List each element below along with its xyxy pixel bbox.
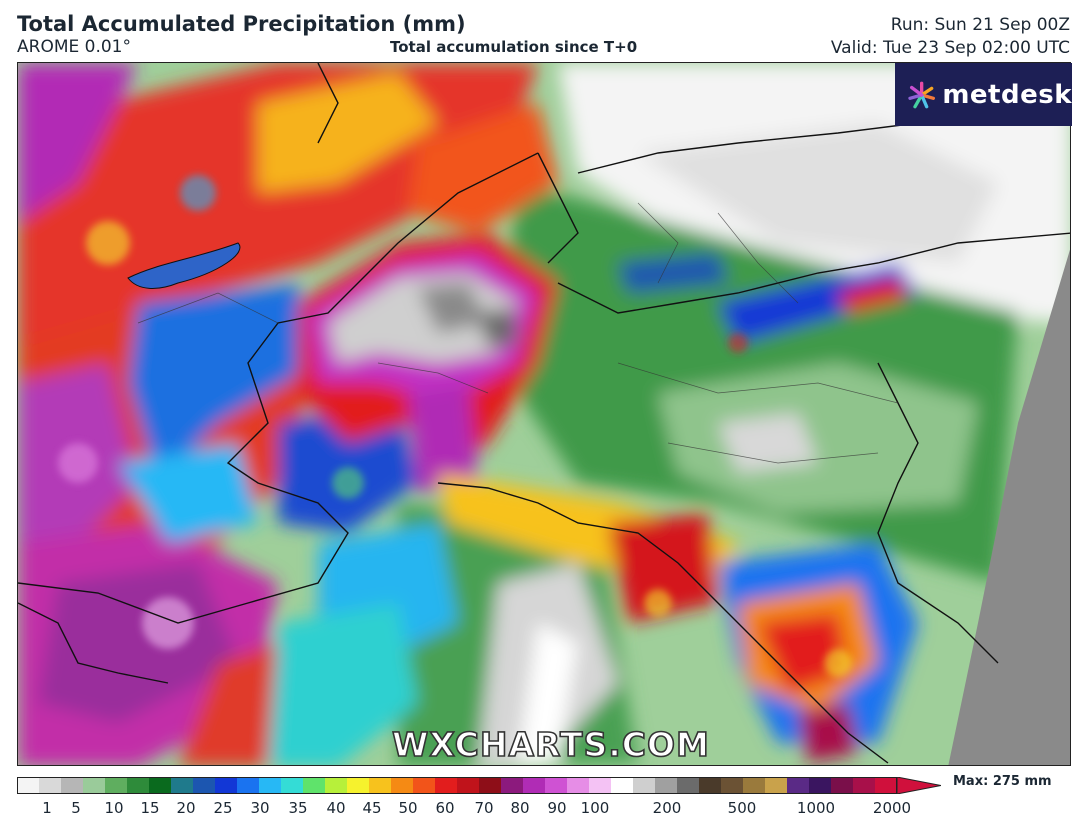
colorbar-swatch [633, 777, 656, 794]
colorbar-tick: 500 [727, 799, 757, 817]
colorbar-swatch [347, 777, 370, 794]
colorbar-swatch [655, 777, 678, 794]
colorbar-swatch [127, 777, 150, 794]
colorbar-swatch [479, 777, 502, 794]
colorbar-tick: 60 [435, 799, 455, 817]
colorbar-swatch [105, 777, 128, 794]
colorbar-swatch [875, 777, 898, 794]
colorbar-tick-labels: 1 5 10 15 20 25 30 35 40 45 50 60 70 80 90 100 200 500 100… [17, 799, 941, 819]
colorbar-swatch [787, 777, 810, 794]
colorbar-tick: 2000 [872, 799, 912, 817]
colorbar-swatch [369, 777, 392, 794]
colorbar-tick: 70 [474, 799, 494, 817]
colorbar-swatch [545, 777, 568, 794]
colorbar-tick: 20 [176, 799, 196, 817]
colorbar-swatch [831, 777, 854, 794]
colorbar-swatch [501, 777, 524, 794]
colorbar-swatch [391, 777, 414, 794]
colorbar-tick: 15 [140, 799, 160, 817]
colorbar-swatch [853, 777, 876, 794]
colorbar-swatch [39, 777, 62, 794]
colorbar-tick: 100 [580, 799, 610, 817]
colorbar-swatch [809, 777, 832, 794]
colorbar-tick: 50 [398, 799, 418, 817]
colorbar-tick: 45 [362, 799, 382, 817]
colorbar-swatch [765, 777, 788, 794]
colorbar-swatch [171, 777, 194, 794]
chart-title: Total Accumulated Precipitation (mm) [17, 12, 466, 36]
colorbar-swatch [435, 777, 458, 794]
colorbar-extend-arrow [896, 776, 942, 795]
colorbar-swatch [193, 777, 216, 794]
colorbar-swatch [567, 777, 590, 794]
colorbar-swatch [325, 777, 348, 794]
colorbar-tick: 5 [71, 799, 81, 817]
colorbar-swatch [699, 777, 722, 794]
colorbar-swatch [457, 777, 480, 794]
max-value-label: Max: 275 mm [953, 774, 1052, 789]
colorbar-swatch [259, 777, 282, 794]
valid-time: Valid: Tue 23 Sep 02:00 UTC [830, 38, 1070, 58]
colorbar-tick: 200 [652, 799, 682, 817]
colorbar-tick: 30 [250, 799, 270, 817]
colorbar-tick: 25 [213, 799, 233, 817]
colorbar-strip [17, 776, 942, 795]
model-label: AROME 0.01° [17, 37, 131, 57]
colorbar-swatch [303, 777, 326, 794]
colorbar-tick: 10 [104, 799, 124, 817]
precipitation-map[interactable] [17, 62, 1071, 766]
metdesk-logo[interactable]: metdesk [895, 63, 1072, 126]
colorbar-tick: 35 [288, 799, 308, 817]
colorbar-tick: 1000 [796, 799, 836, 817]
map-canvas [18, 63, 1070, 765]
colorbar-swatch [523, 777, 546, 794]
metdesk-burst-icon [908, 81, 935, 108]
colorbar-tick: 40 [326, 799, 346, 817]
colorbar-swatch [61, 777, 84, 794]
colorbar-tick: 90 [547, 799, 567, 817]
colorbar-swatch [237, 777, 260, 794]
colorbar-swatch [281, 777, 304, 794]
colorbar-swatch [83, 777, 106, 794]
colorbar-swatch [721, 777, 744, 794]
run-time: Run: Sun 21 Sep 00Z [890, 15, 1070, 35]
colorbar-swatch [215, 777, 238, 794]
colorbar-swatch [677, 777, 700, 794]
colorbar-swatch [413, 777, 436, 794]
precipitation-colorbar [17, 776, 942, 795]
colorbar-swatch [17, 777, 40, 794]
colorbar-swatch [611, 777, 634, 794]
wxcharts-watermark: WXCHARTS.COM [391, 724, 710, 765]
colorbar-swatch [149, 777, 172, 794]
metdesk-logo-text: metdesk [942, 79, 1072, 110]
colorbar-swatch [743, 777, 766, 794]
colorbar-tick: 1 [42, 799, 52, 817]
colorbar-swatch [589, 777, 612, 794]
colorbar-tick: 80 [510, 799, 530, 817]
colorbar-border [17, 777, 897, 794]
accumulation-description: Total accumulation since T+0 [390, 38, 638, 56]
